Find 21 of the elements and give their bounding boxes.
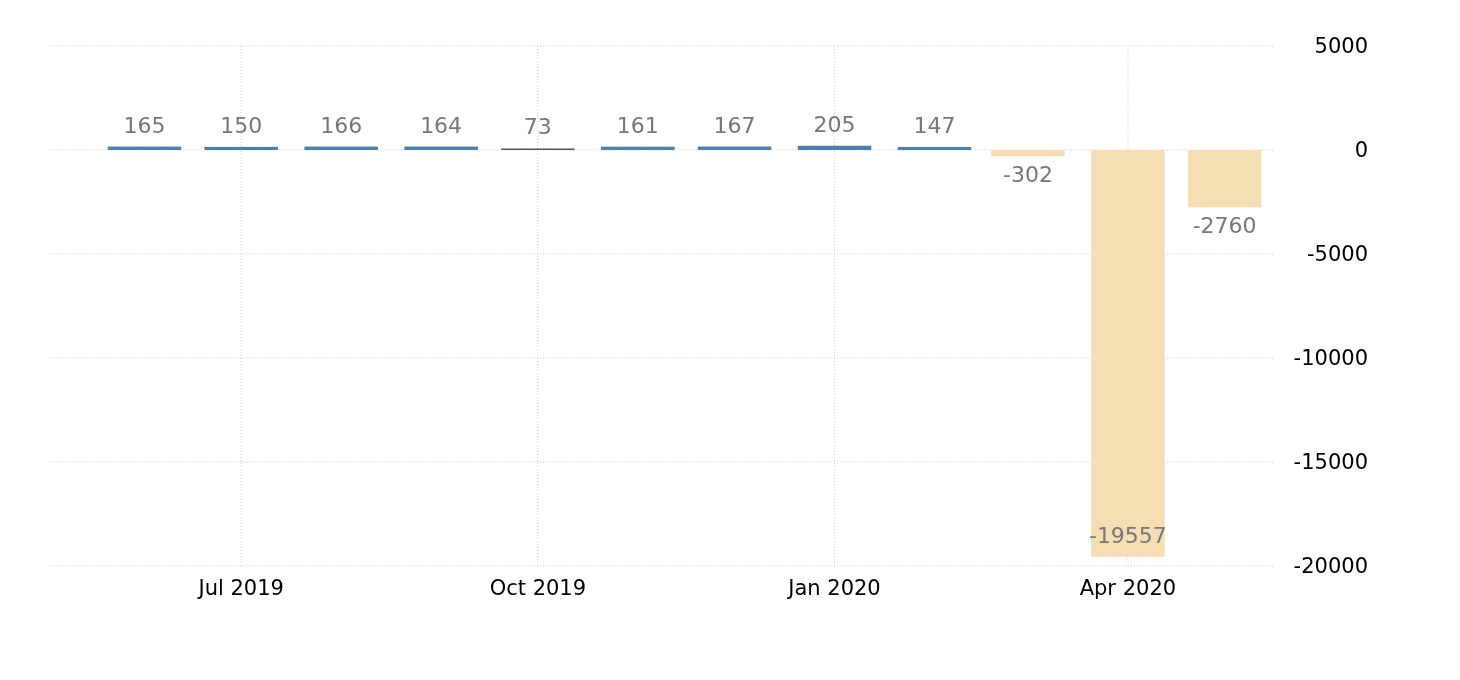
- y-tick-label: -15000: [1293, 450, 1368, 474]
- data-label: 147: [913, 112, 956, 138]
- y-tick-label: -10000: [1293, 346, 1368, 370]
- y-tick-label: -20000: [1293, 554, 1368, 578]
- data-label: 161: [616, 112, 659, 138]
- x-tick-label: Jan 2020: [786, 576, 881, 600]
- x-tick-label: Oct 2019: [489, 576, 587, 600]
- data-label: -2760: [1192, 213, 1257, 239]
- data-label: 164: [420, 112, 463, 138]
- data-label: 73: [523, 114, 552, 140]
- x-tick-label: Jul 2019: [196, 576, 284, 600]
- y-tick-label: -5000: [1306, 242, 1368, 266]
- data-label: 150: [220, 112, 263, 138]
- data-label: 205: [813, 111, 856, 137]
- data-label: -302: [1002, 162, 1053, 188]
- data-label: 165: [123, 112, 166, 138]
- data-label: 166: [320, 112, 363, 138]
- y-tick-label: 5000: [1314, 34, 1368, 58]
- data-label: 167: [713, 112, 756, 138]
- x-tick-label: Apr 2020: [1079, 576, 1177, 600]
- y-tick-label: 0: [1354, 138, 1368, 162]
